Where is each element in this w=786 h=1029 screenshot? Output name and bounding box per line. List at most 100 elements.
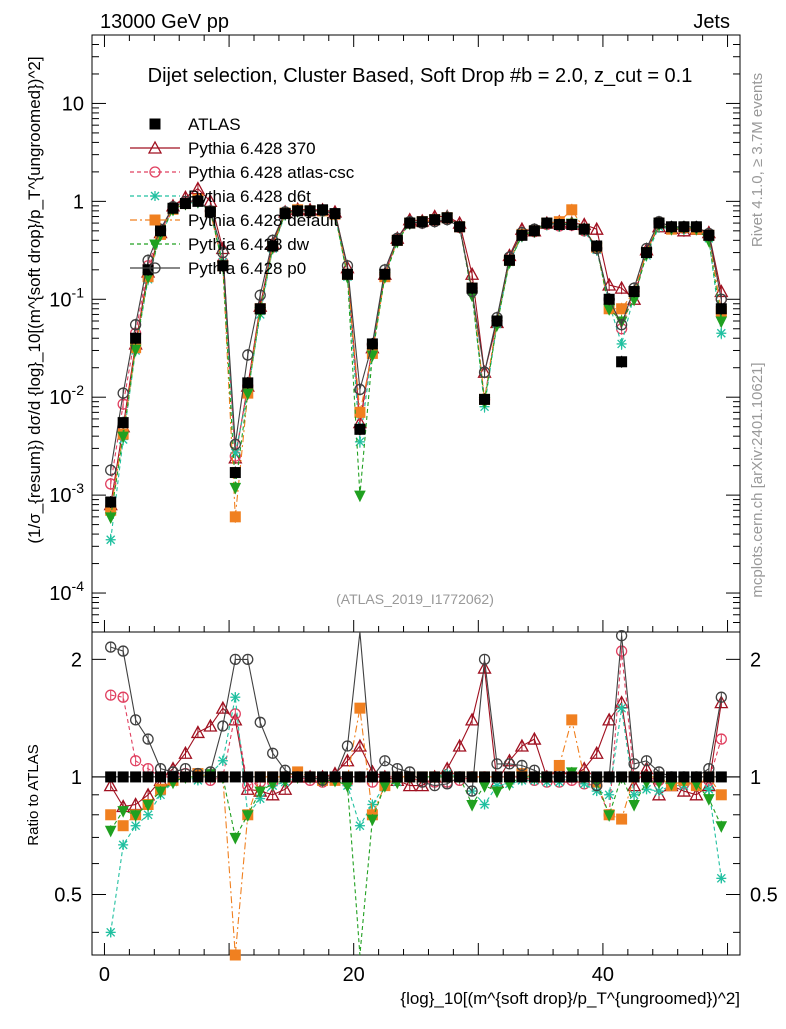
ratio-point xyxy=(105,809,117,821)
ratio-point xyxy=(591,771,603,783)
ratio-point xyxy=(241,810,254,822)
ratio-point xyxy=(154,786,167,799)
ratio-point xyxy=(279,771,291,783)
legend-marker xyxy=(149,166,161,178)
ratio-point xyxy=(589,745,604,759)
legend-item-pythia-6-428-dw: Pythia 6.428 dw xyxy=(130,235,310,254)
ratio-point xyxy=(478,653,491,666)
ratio-point xyxy=(155,771,167,783)
data-point xyxy=(229,482,242,495)
ratio-point xyxy=(491,771,503,783)
ratio-point xyxy=(703,771,715,783)
ratio-point xyxy=(354,771,366,783)
ratio-point xyxy=(354,702,366,714)
data-point xyxy=(329,208,341,220)
ratio-point xyxy=(292,771,304,783)
ratio-point xyxy=(528,771,540,783)
data-point xyxy=(715,316,728,329)
ratio-point xyxy=(204,771,216,783)
ratio-point xyxy=(716,873,727,884)
ratio-point xyxy=(366,814,379,827)
legend-marker xyxy=(149,239,161,252)
data-point xyxy=(279,208,291,220)
ratio-point xyxy=(179,771,191,783)
ratio-point xyxy=(117,806,129,818)
ratio-point xyxy=(715,733,727,745)
ratio-point xyxy=(464,712,480,726)
ratio-point xyxy=(254,771,266,783)
ratio-tick-label: 1 xyxy=(71,767,82,789)
header-energy: 13000 GeV pp xyxy=(100,11,229,33)
ratio-point xyxy=(117,691,129,703)
legend-label: Pythia 6.428 d6t xyxy=(188,187,311,206)
data-point xyxy=(179,198,191,210)
data-point xyxy=(516,229,528,241)
data-point xyxy=(129,319,142,331)
data-point xyxy=(703,229,715,241)
legend-item-pythia-6-428-370: Pythia 6.428 370 xyxy=(130,139,316,158)
ratio-point xyxy=(478,781,491,793)
legend-item-pythia-6-428-atlas-csc: Pythia 6.428 atlas-csc xyxy=(130,163,355,182)
ratio-point xyxy=(317,771,329,783)
legend-label: Pythia 6.428 dw xyxy=(188,235,310,254)
ratio-point xyxy=(628,758,640,770)
ratio-point xyxy=(703,784,714,795)
series-line-ratio xyxy=(110,631,722,793)
legend-marker xyxy=(150,191,160,201)
ratio-point xyxy=(616,703,627,714)
ratio-point xyxy=(616,771,628,783)
ratio-point xyxy=(527,731,542,745)
ratio-point xyxy=(379,771,391,783)
ratio-point xyxy=(402,778,417,792)
ratio-point xyxy=(352,738,368,752)
data-point xyxy=(155,225,167,237)
data-point xyxy=(317,204,329,216)
ratio-point xyxy=(454,771,466,783)
ratio-point xyxy=(190,725,206,739)
ratio-point xyxy=(217,720,229,732)
ratio-point xyxy=(105,771,117,783)
y-tick-label: 10-1 xyxy=(49,284,84,311)
ratio-point xyxy=(514,738,530,752)
ratio-point xyxy=(130,820,141,831)
ratio-point xyxy=(267,747,279,759)
legend-label: Pythia 6.428 370 xyxy=(188,139,316,158)
ratio-point xyxy=(715,789,727,801)
series-pythia-6-428-dw xyxy=(104,195,728,956)
ratio-point xyxy=(242,771,254,783)
ratio-point xyxy=(441,771,453,783)
data-point xyxy=(366,338,378,350)
x-tick-label: 20 xyxy=(343,964,365,986)
data-point xyxy=(441,212,453,224)
ratio-point xyxy=(129,714,142,726)
data-point xyxy=(404,217,416,229)
data-point xyxy=(129,344,142,357)
data-point xyxy=(117,431,129,444)
ratio-tick-label: 0.5 xyxy=(54,885,82,907)
chart-title: Dijet selection, Cluster Based, Soft Dro… xyxy=(148,65,693,87)
data-point xyxy=(104,512,117,524)
ratio-point xyxy=(404,771,416,783)
data-point xyxy=(254,289,266,301)
legend-label: Pythia 6.428 atlas-csc xyxy=(188,163,355,182)
data-point xyxy=(242,377,254,389)
ratio-point xyxy=(715,771,727,783)
ratio-point xyxy=(217,755,228,766)
data-point xyxy=(665,221,677,233)
data-point xyxy=(589,221,604,235)
data-point xyxy=(429,214,441,226)
ratio-point xyxy=(103,778,118,792)
ratio-point xyxy=(278,781,293,795)
ratio-point xyxy=(240,781,255,795)
data-point xyxy=(616,338,627,349)
data-point xyxy=(354,423,366,435)
ratio-point xyxy=(142,771,154,783)
ratio-point xyxy=(503,771,515,783)
data-point xyxy=(416,216,428,228)
ratio-point xyxy=(142,733,154,745)
data-point xyxy=(503,254,515,266)
ratio-point xyxy=(491,758,503,770)
ratio-point xyxy=(105,641,117,653)
ratio-point xyxy=(503,758,516,770)
ratio-point xyxy=(566,771,578,783)
